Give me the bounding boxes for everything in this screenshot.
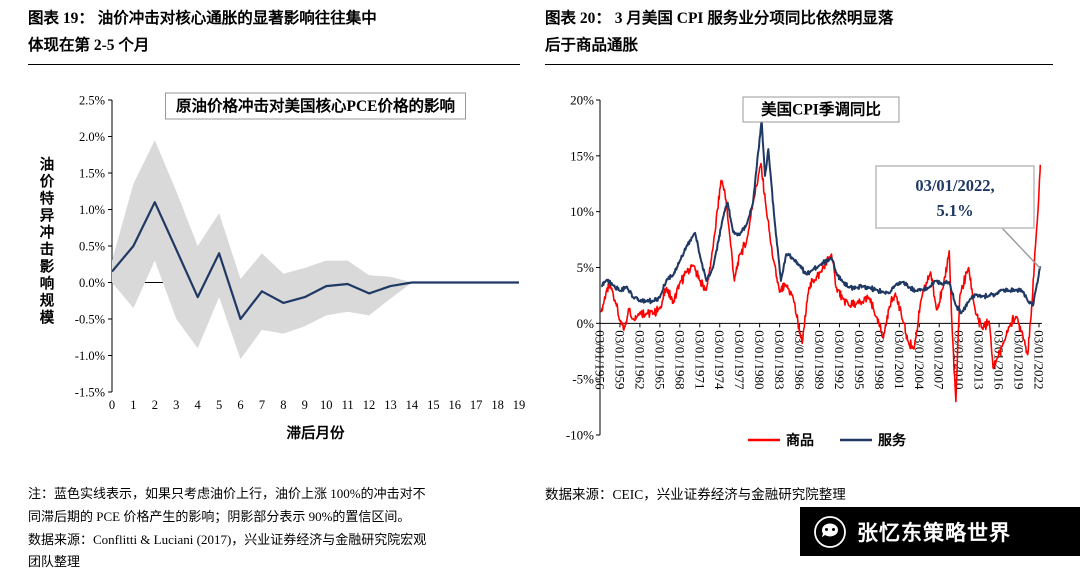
chart-title: 原油价格冲击对美国核心PCE价格的影响 xyxy=(176,96,455,115)
figure19-header: 图表 19： 油价冲击对核心通胀的显著影响往往集中 体现在第 2-5 个月 xyxy=(28,6,520,66)
annotation-leader-line xyxy=(1001,227,1041,269)
x-tick-label: 9 xyxy=(302,398,308,412)
x-tick-label: 03/01/1992 xyxy=(832,330,847,389)
x-tick-label: 03/01/1977 xyxy=(732,330,747,390)
svg-text:特: 特 xyxy=(40,190,55,208)
x-tick-label: 7 xyxy=(259,398,265,412)
x-tick-label: 03/01/2016 xyxy=(992,330,1007,390)
services-series-line xyxy=(600,119,1042,315)
x-tick-label: 4 xyxy=(195,398,202,412)
y-tick-label: -0.5% xyxy=(75,312,105,326)
svg-text:油: 油 xyxy=(40,156,55,174)
y-tick-label: 2.0% xyxy=(79,130,105,144)
y-tick-label: 1.5% xyxy=(79,166,105,180)
x-tick-label: 03/01/1962 xyxy=(632,330,647,389)
y-tick-label: -5% xyxy=(572,372,594,387)
x-tick-label: 03/01/1986 xyxy=(792,330,807,390)
x-tick-label: 13 xyxy=(384,398,397,412)
x-tick-label: 19 xyxy=(513,398,526,412)
x-tick-label: 14 xyxy=(406,398,419,412)
goods-series-line xyxy=(600,162,1042,403)
x-tick-label: 03/01/2004 xyxy=(912,330,927,390)
y-tick-label: 5% xyxy=(577,260,595,275)
x-tick-label: 3 xyxy=(173,398,179,412)
brand-bar: 张忆东策略世界 xyxy=(800,507,1080,556)
x-tick-label: 03/01/1974 xyxy=(712,330,727,390)
x-tick-label: 03/01/2007 xyxy=(932,330,947,390)
x-tick-label: 03/01/2010 xyxy=(952,330,967,389)
y-tick-label: 0.5% xyxy=(79,239,105,253)
chart-title-box xyxy=(742,96,900,123)
figure20-source: 数据来源：CEIC，兴业证券经济与金融研究院整理 xyxy=(545,487,846,502)
x-tick-label: 03/01/1995 xyxy=(852,330,867,389)
impulse-response-line xyxy=(111,201,519,321)
x-tick-label: 0 xyxy=(109,398,115,412)
svg-text:价: 价 xyxy=(40,174,55,191)
x-tick-label: 03/01/2022 xyxy=(1032,330,1047,389)
x-tick-label: 1 xyxy=(130,398,136,412)
x-tick-label: 03/01/1989 xyxy=(812,330,827,389)
brand-name: 张忆东策略世界 xyxy=(857,520,1011,545)
annotation-line2: 5.1% xyxy=(936,201,973,220)
chart-title-box xyxy=(165,92,466,120)
x-tick-label: 03/01/1968 xyxy=(672,330,687,389)
y-tick-label: 1.0% xyxy=(79,203,105,217)
x-tick-label: 8 xyxy=(280,398,286,412)
x-tick-label: 03/01/1998 xyxy=(872,330,887,389)
svg-text:击: 击 xyxy=(40,241,55,259)
oil-shock-pce-chart: 2.5% 2.0% 1.5% 1.0% 0.5% 0.0% -0.5% -1.0% -1.5% 0… xyxy=(20,82,532,464)
x-tick-label: 03/01/2019 xyxy=(1012,330,1027,389)
svg-text:异: 异 xyxy=(40,208,55,225)
x-tick-label: 16 xyxy=(448,398,461,412)
y-tick-label: 0.0% xyxy=(79,276,105,290)
x-tick-label: 03/01/1959 xyxy=(613,330,628,389)
legend-goods-label: 商品 xyxy=(786,432,814,449)
svg-text:冲: 冲 xyxy=(40,224,55,242)
x-tick-label: 10 xyxy=(320,398,333,412)
legend-services-label: 服务 xyxy=(878,432,907,449)
y-tick-label: 20% xyxy=(570,93,594,108)
svg-text:影: 影 xyxy=(40,259,55,276)
x-tick-label: 03/01/2013 xyxy=(972,330,987,389)
x-tick-label: 03/01/1980 xyxy=(752,330,767,389)
x-tick-label: 03/01/1971 xyxy=(692,330,707,389)
x-tick-label: 03/01/2001 xyxy=(892,330,907,389)
x-tick-label: 18 xyxy=(491,398,504,412)
figure19-footnote: 注：蓝色实线表示，如果只考虑油价上行，油价上涨 100%的冲击对不 同滞后期的 … xyxy=(28,486,427,570)
annotation-line1: 03/01/2022, xyxy=(915,176,994,195)
x-tick-label: 03/01/1965 xyxy=(652,330,667,389)
y-tick-label: -10% xyxy=(566,428,594,443)
x-tick-label: 6 xyxy=(237,398,243,412)
figure20-header: 图表 20： 3 月美国 CPI 服务业分项同比依然明显落 后于商品通胀 xyxy=(545,6,1053,66)
annotation-box xyxy=(875,165,1035,229)
y-tick-label: -1.5% xyxy=(75,385,105,399)
svg-text:模: 模 xyxy=(40,309,55,327)
svg-text:响: 响 xyxy=(40,275,55,293)
x-tick-label: 2 xyxy=(152,398,158,412)
y-tick-label: 0% xyxy=(577,316,595,331)
x-tick-label: 11 xyxy=(342,398,354,412)
x-tick-label: 5 xyxy=(216,398,222,412)
x-tick-label: 03/01/1956 xyxy=(593,330,608,390)
chart-title: 美国CPI季调同比 xyxy=(761,100,881,119)
x-tick-label: 17 xyxy=(470,398,483,412)
y-tick-label: -1.0% xyxy=(75,349,105,363)
y-tick-label: 15% xyxy=(570,148,594,163)
us-cpi-yoy-chart: 20% 15% 10% 5% 0% -5% -10% 03/01/1956 03/01/1959… xyxy=(540,82,1080,474)
x-tick-label: 12 xyxy=(363,398,376,412)
x-axis-title: 滞后月份 xyxy=(287,424,345,442)
svg-text:规: 规 xyxy=(40,293,55,310)
confidence-band xyxy=(112,140,519,360)
wechat-logo-icon xyxy=(814,515,846,548)
x-tick-label: 03/01/1983 xyxy=(772,330,787,389)
legend: 商品 服务 xyxy=(748,432,907,449)
y-tick-label: 10% xyxy=(570,204,594,219)
x-tick-label: 15 xyxy=(427,398,440,412)
y-tick-label: 2.5% xyxy=(79,93,105,107)
